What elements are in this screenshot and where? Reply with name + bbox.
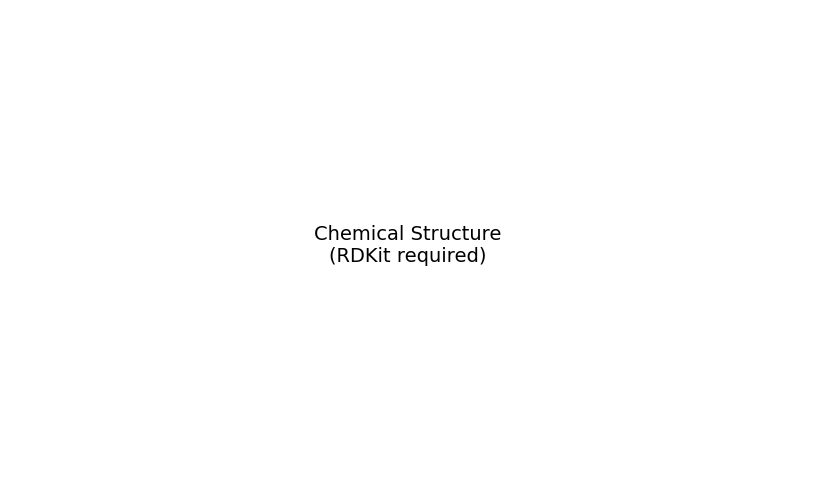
Text: Chemical Structure
(RDKit required): Chemical Structure (RDKit required) — [314, 224, 501, 266]
